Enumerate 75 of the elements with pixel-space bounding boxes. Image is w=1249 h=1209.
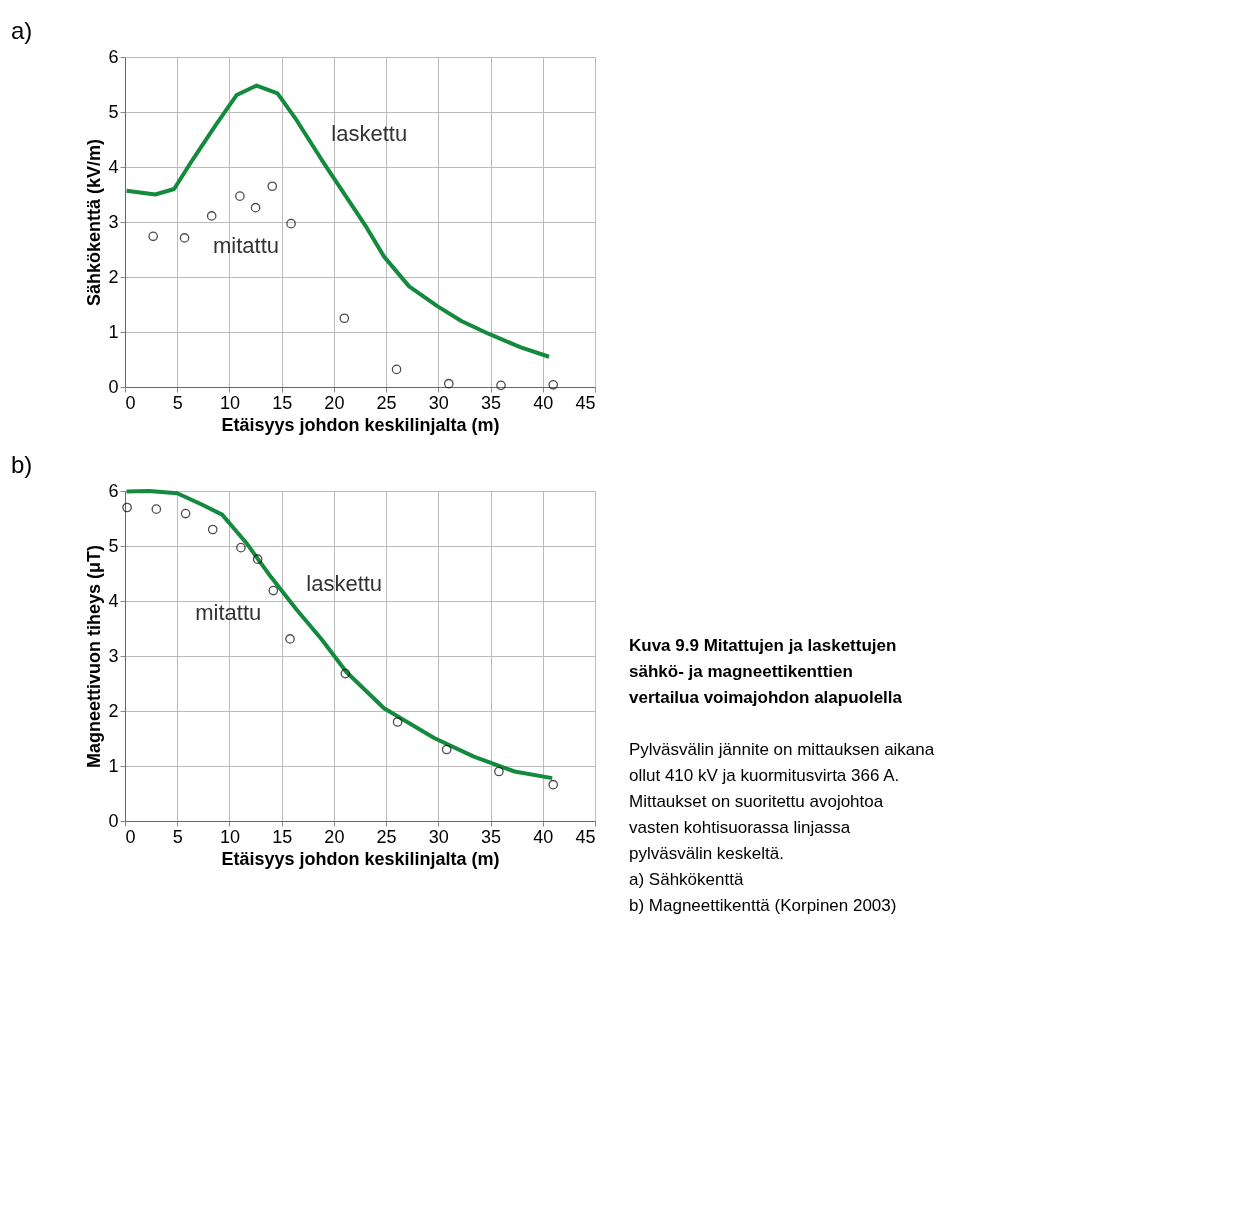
x-tick-label: 45 [575, 826, 596, 847]
point [151, 504, 162, 514]
point [443, 378, 454, 389]
point [250, 202, 261, 213]
y-tick-label: 3 [108, 211, 119, 232]
x-tick-label: 45 [575, 392, 596, 413]
x-tick-label: 0 [125, 826, 136, 847]
point [392, 717, 403, 727]
y-tick-label: 0 [108, 376, 119, 397]
point [122, 502, 132, 513]
y-tick-label: 3 [108, 645, 119, 666]
chart-title: b) [10, 451, 33, 478]
point [180, 508, 191, 519]
x-axis-title: Etäisyys johdon keskilinjalta (m) [221, 848, 500, 869]
text: b) Magneettikenttä (Korpinen 2003) [629, 896, 897, 915]
x-tick-label: 5 [172, 826, 183, 847]
point [340, 668, 351, 679]
x-tick-label: 40 [533, 392, 554, 413]
line-series [124, 489, 555, 781]
y-tick-label: 6 [108, 46, 119, 67]
series-label: laskettu [331, 121, 408, 147]
point [148, 231, 159, 242]
point [179, 233, 190, 243]
y-tick-label: 1 [108, 321, 119, 342]
text: Pylväsvälin jännite on mittauksen aikana ollut 410 kV ja kuormitusvirta 366 A. Mittaukset on suoritettu avojohtoa vasten kohtisuorassa linjassa pylväsvälin keskeltä. [629, 740, 935, 863]
y-tick-label: 6 [108, 480, 119, 501]
point [235, 191, 245, 201]
point [207, 524, 218, 535]
y-axis-title: Magneettivuon tiheys (μT) [84, 544, 105, 769]
point [548, 379, 559, 390]
series-label: laskettu [306, 571, 383, 597]
y-tick-label: 5 [108, 101, 119, 122]
point [548, 779, 559, 790]
point [285, 634, 295, 644]
text: Kuva 9.9 Mitattujen ja laskettujen sähkö- ja magneettikenttien vertailua voimajohdon alapuolella [629, 636, 903, 707]
point [286, 218, 296, 229]
series-label: mitattu [213, 232, 280, 258]
y-tick-label: 5 [108, 535, 119, 556]
y-tick-label: 4 [108, 590, 119, 611]
y-tick-label: 0 [108, 810, 119, 831]
x-tick-label: 30 [428, 826, 449, 847]
point [206, 211, 217, 221]
y-tick-label: 4 [108, 156, 119, 177]
x-tick-label: 15 [272, 392, 293, 413]
x-tick-label: 20 [324, 392, 345, 413]
x-tick-label: 20 [324, 826, 345, 847]
x-tick-label: 40 [533, 826, 554, 847]
x-tick-label: 0 [125, 392, 136, 413]
x-tick-label: 10 [219, 826, 240, 847]
series-label: mitattu [195, 599, 262, 625]
point [252, 554, 263, 565]
y-tick-label: 1 [108, 755, 119, 776]
x-tick-label: 35 [481, 392, 502, 413]
text: a) Sähkökenttä [629, 870, 744, 889]
line-series [124, 83, 552, 359]
point [267, 181, 278, 192]
x-tick-label: 25 [376, 392, 397, 413]
point [496, 380, 506, 391]
x-tick-label: 15 [272, 826, 293, 847]
x-tick-label: 35 [481, 826, 502, 847]
x-tick-label: 25 [376, 826, 397, 847]
point [441, 744, 452, 755]
point [391, 364, 402, 375]
x-tick-label: 5 [172, 392, 183, 413]
x-axis-title: Etäisyys johdon keskilinjalta (m) [221, 414, 500, 435]
point [236, 542, 246, 553]
x-tick-label: 10 [219, 392, 240, 413]
point [339, 313, 350, 324]
y-tick-label: 2 [108, 266, 119, 287]
chart-title: a) [10, 17, 33, 44]
point [268, 585, 279, 596]
x-tick-label: 30 [428, 392, 449, 413]
y-axis-title: Sähkökenttä (kV/m) [84, 138, 105, 307]
point [494, 766, 504, 777]
y-tick-label: 2 [108, 700, 119, 721]
